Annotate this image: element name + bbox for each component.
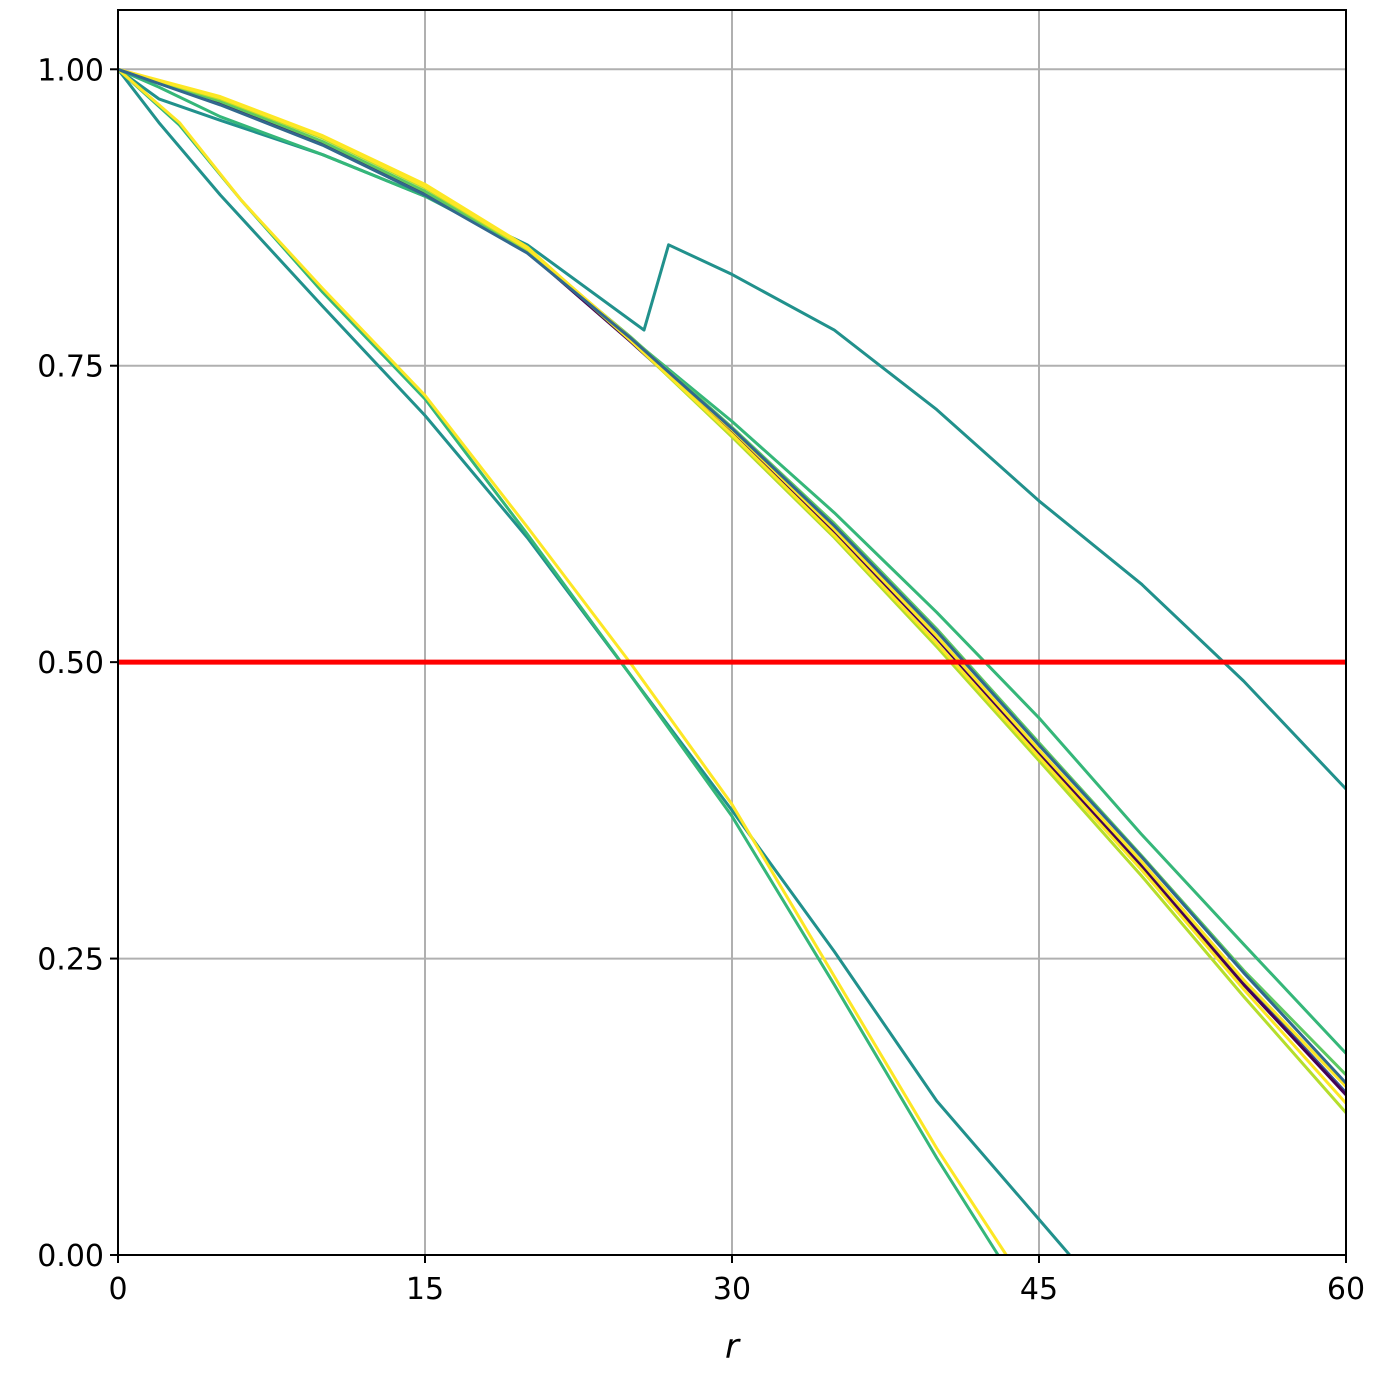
x-tick-label: 30 bbox=[713, 1272, 751, 1307]
series-line-5 bbox=[117, 67, 1348, 1055]
series-lines bbox=[116, 67, 1348, 1256]
y-tick-label: 0.50 bbox=[37, 646, 104, 681]
y-tick-label: 0.25 bbox=[37, 943, 104, 978]
y-tick-label: 0.00 bbox=[37, 1239, 104, 1274]
x-tick-label: 45 bbox=[1020, 1272, 1058, 1307]
series-line-1 bbox=[117, 68, 1348, 791]
x-axis-label: r bbox=[725, 1327, 741, 1367]
y-tick-label: 0.75 bbox=[37, 350, 104, 385]
series-line-12 bbox=[117, 67, 1348, 1085]
grid-lines bbox=[118, 10, 1346, 1255]
x-tick-label: 60 bbox=[1327, 1272, 1365, 1307]
series-line-4 bbox=[117, 68, 1008, 1256]
x-tick-label: 0 bbox=[108, 1272, 127, 1307]
axis-ticks: 0 15 30 45 60 0.00 0.25 0.50 0.75 1.00 bbox=[37, 53, 1365, 1307]
x-tick-label: 15 bbox=[406, 1272, 444, 1307]
y-tick-label: 1.00 bbox=[37, 53, 104, 88]
